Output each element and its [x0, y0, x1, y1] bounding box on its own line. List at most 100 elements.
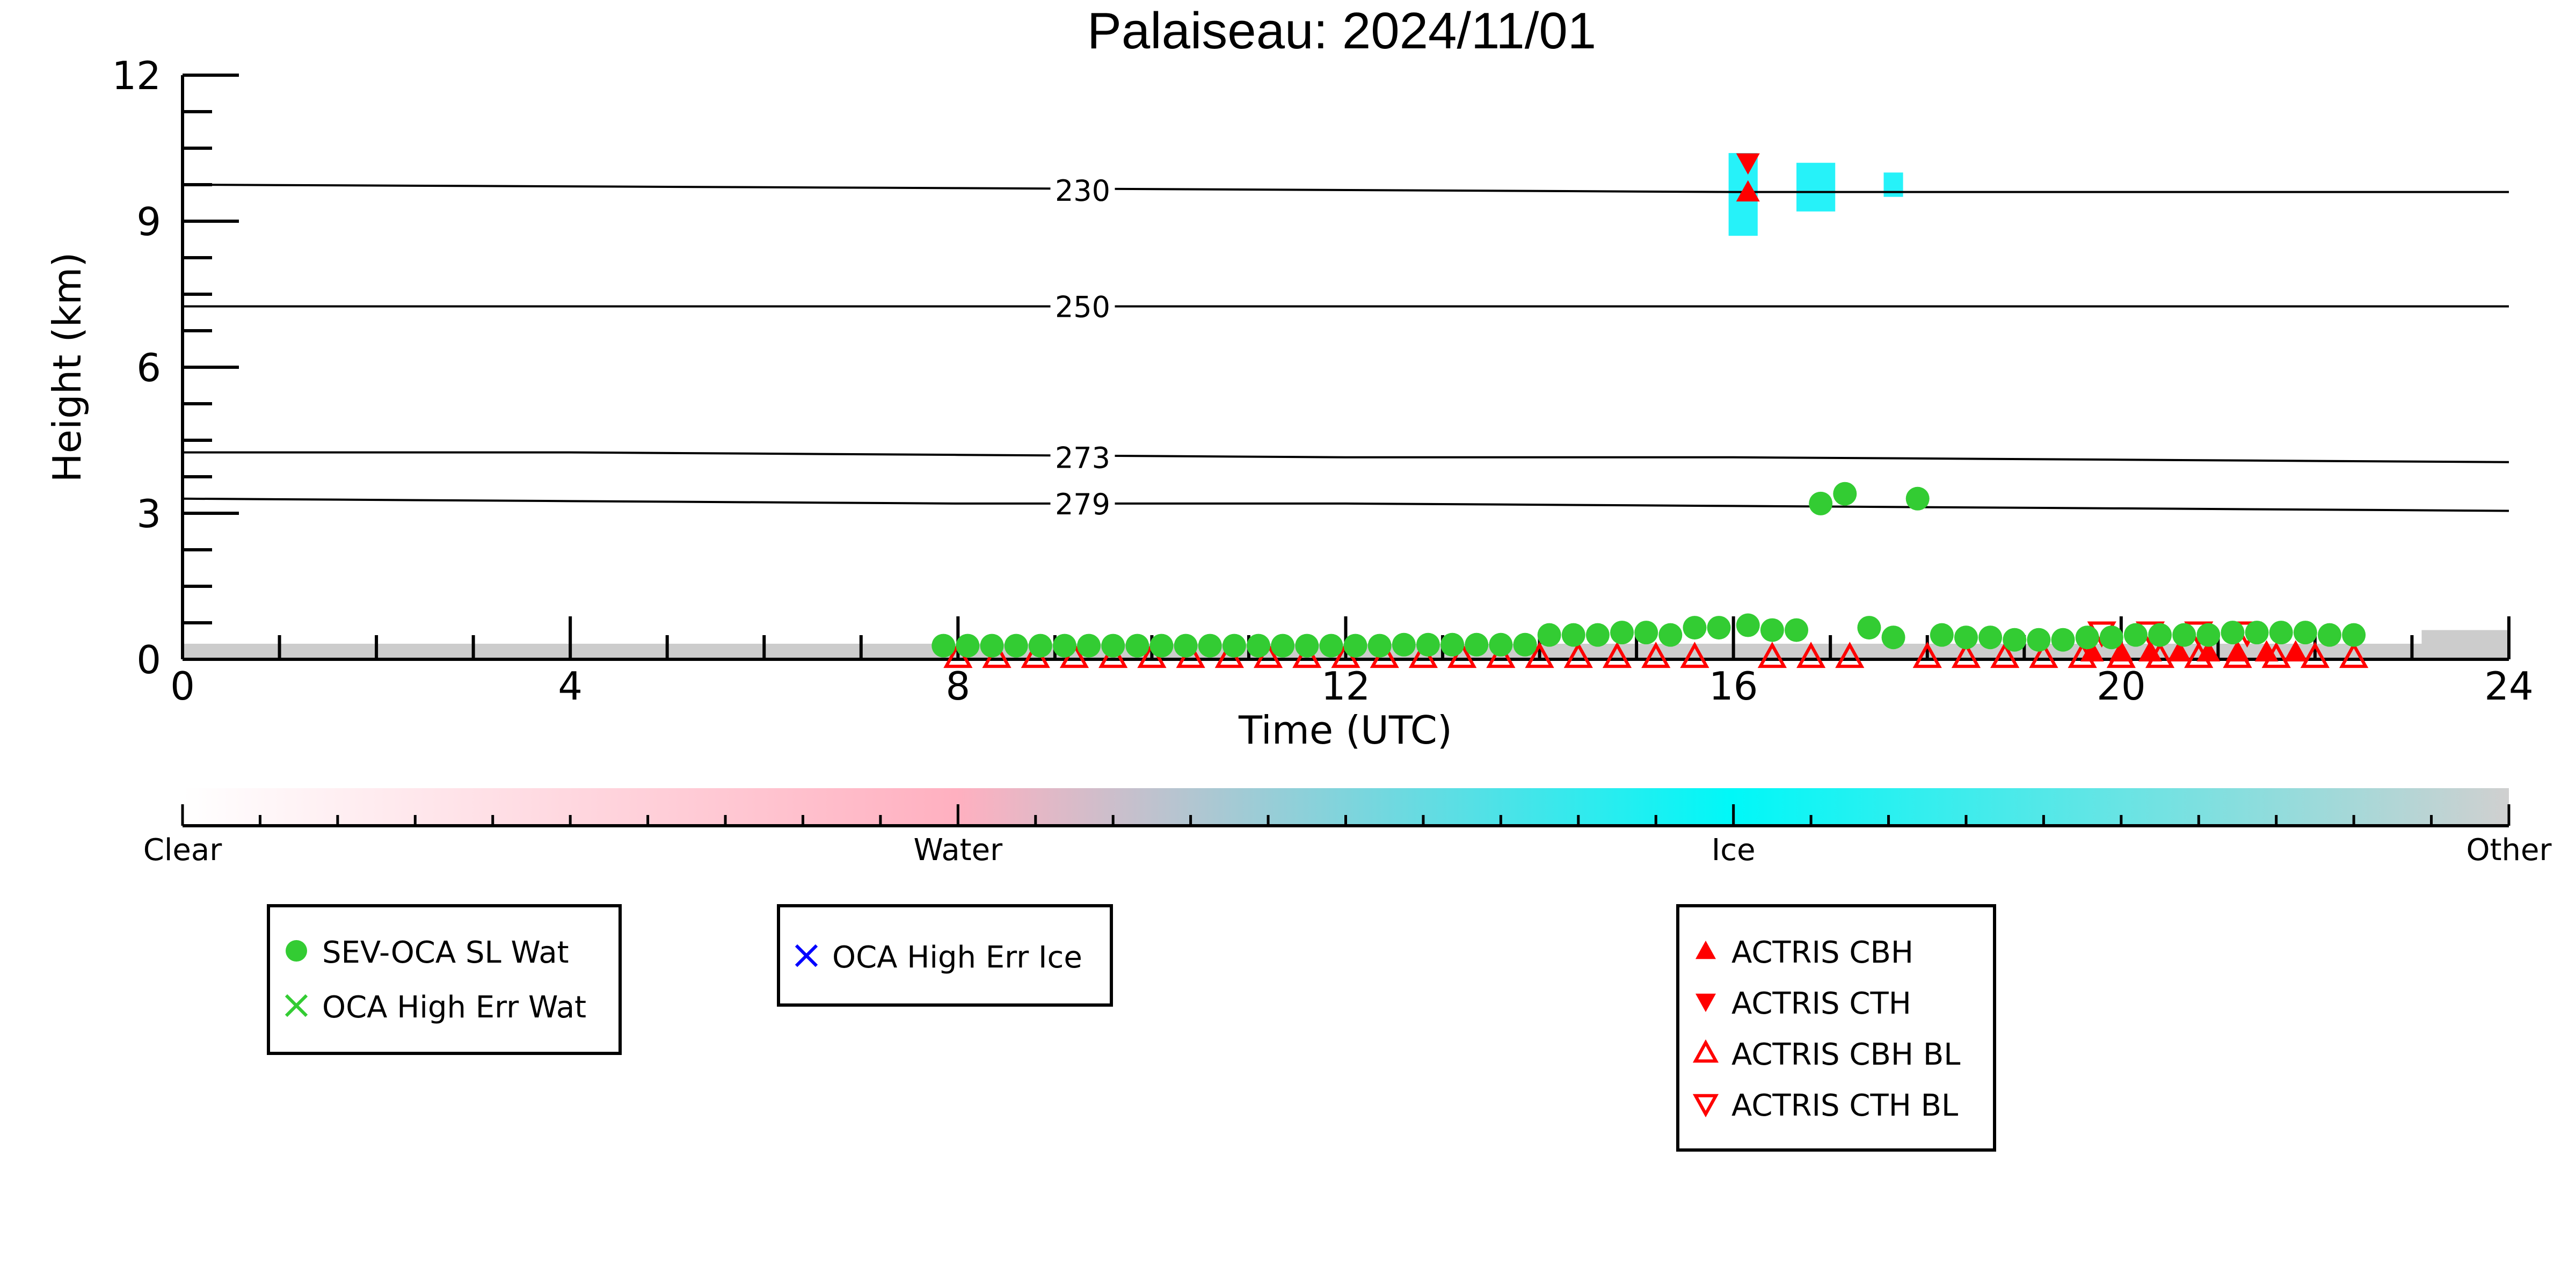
marker-sev-oca-sl-wat: [1736, 613, 1760, 637]
marker-sev-oca-sl-wat: [1416, 632, 1440, 657]
colorbar-label: Clear: [143, 833, 222, 868]
marker-actris-cbh: [1736, 180, 1760, 202]
legend-marker-oca-high-err-wat: [285, 994, 308, 1017]
marker-sev-oca-sl-wat: [2123, 623, 2148, 647]
marker-sev-oca-sl-wat: [1392, 632, 1416, 657]
x-tick-label: 0: [170, 664, 195, 709]
marker-sev-oca-sl-wat: [932, 634, 956, 658]
marker-actris-cbh: [2196, 640, 2221, 661]
marker-sev-oca-sl-wat: [2172, 623, 2196, 647]
marker-sev-oca-sl-wat: [1367, 634, 1392, 658]
x-tick-label: 20: [2097, 664, 2146, 709]
x-stroke: [285, 994, 308, 1017]
legend-marker-actris-cth-bl: [1692, 1094, 1719, 1118]
marker-actris-cbh-bl: [2300, 642, 2330, 668]
marker-sev-oca-sl-wat: [1658, 623, 1683, 647]
marker-sev-oca-sl-wat: [2099, 625, 2123, 650]
marker-sev-oca-sl-wat: [1028, 634, 1052, 658]
contour-line: [183, 451, 2509, 463]
legend-label: ACTRIS CBH BL: [1731, 1037, 1960, 1072]
marker-sev-oca-sl-wat: [2196, 623, 2221, 647]
marker-sev-oca-sl-wat: [1319, 634, 1343, 658]
marker-sev-oca-sl-wat: [1465, 632, 1489, 657]
ice-cloud-patch: [1883, 172, 1903, 197]
marker-sev-oca-sl-wat: [1809, 491, 1833, 515]
marker-sev-oca-sl-wat: [2027, 628, 2051, 652]
marker-actris-cbh-bl: [1835, 642, 1865, 668]
marker-sev-oca-sl-wat: [1222, 634, 1246, 658]
marker-actris-cbh: [2167, 640, 2192, 661]
marker-sev-oca-sl-wat: [1101, 634, 1125, 658]
x-tick-label: 12: [1321, 664, 1371, 709]
marker-sev-oca-sl-wat: [1785, 618, 1809, 642]
marker-sev-oca-sl-wat: [1561, 623, 1585, 647]
colorbar-ticks: Clear Water Ice Other: [143, 804, 2552, 868]
contour-line: [182, 184, 2509, 193]
marker-actris-cbh-bl: [1990, 642, 2020, 668]
x-axis-label: Time (UTC): [1238, 708, 1452, 753]
marker-sev-oca-sl-wat: [1440, 632, 1465, 657]
marker-sev-oca-sl-wat: [2003, 628, 2027, 652]
y-axis-label: Height (km): [45, 252, 90, 483]
phase-colorbar: Clear Water Ice Other: [143, 788, 2552, 868]
contour-label: 230: [1055, 174, 1110, 208]
marker-sev-oca-sl-wat: [1537, 623, 1561, 647]
marker-sev-oca-sl-wat: [1760, 618, 1784, 642]
marker-sev-oca-sl-wat: [1881, 625, 1905, 650]
marker-sev-oca-sl-wat: [1954, 625, 1978, 650]
x-tick-label: 24: [2484, 664, 2534, 709]
contour-label-bg: [1050, 290, 1115, 323]
marker-sev-oca-sl-wat: [1707, 616, 1731, 640]
legend-box: [777, 904, 1113, 1007]
colorbar-label: Other: [2466, 833, 2552, 868]
marker-sev-oca-sl-wat: [1978, 625, 2003, 650]
marker-sev-oca-sl-wat: [2221, 621, 2245, 645]
marker-sev-oca-sl-wat: [1077, 634, 1101, 658]
x-tick-label: 16: [1709, 664, 1758, 709]
marker-actris-cbh-bl: [1680, 642, 1709, 668]
temperature-contours: 230 250 273 279: [182, 173, 2509, 521]
axes: [181, 75, 2509, 661]
marker-actris-cbh: [2283, 640, 2308, 661]
contour-label-bg: [1050, 441, 1115, 474]
legend-label: OCA High Err Wat: [322, 990, 586, 1025]
y-tick-label: 0: [136, 637, 161, 682]
legend-label: ACTRIS CTH: [1731, 986, 1911, 1021]
marker-sev-oca-sl-wat: [1634, 621, 1658, 645]
legend-label: ACTRIS CTH BL: [1731, 1088, 1958, 1123]
x-tick-label: 8: [945, 664, 970, 709]
contour-label: 250: [1055, 290, 1110, 324]
chart-title: Palaiseau: 2024/11/01: [1087, 2, 1596, 60]
marker-actris-cbh: [2109, 640, 2133, 661]
legends: SEV-OCA SL Wat OCA High Err Wat OCA High E…: [267, 904, 1996, 1152]
marker-sev-oca-sl-wat: [1174, 634, 1198, 658]
marker-sev-oca-sl-wat: [1513, 632, 1537, 657]
marker-sev-oca-sl-wat: [1198, 634, 1222, 658]
marker-sev-oca-sl-wat: [1247, 634, 1271, 658]
marker-sev-oca-sl-wat: [1052, 634, 1076, 658]
marker-sev-oca-sl-wat: [956, 634, 980, 658]
legend-label: OCA High Err Ice: [832, 940, 1082, 975]
contour-label: 279: [1055, 487, 1110, 521]
marker-actris-cbh-bl: [2339, 642, 2369, 668]
legend-label: SEV-OCA SL Wat: [322, 935, 569, 970]
y-tick-label: 12: [112, 53, 161, 98]
marker-sev-oca-sl-wat: [1343, 634, 1367, 658]
marker-sev-oca-sl-wat: [1905, 486, 1930, 511]
legend-box: [1676, 904, 1996, 1152]
marker-actris-cbh-bl: [2029, 642, 2058, 668]
colorbar-label: Water: [914, 833, 1003, 868]
x-stroke: [795, 944, 818, 967]
marker-actris-cbh-bl: [1525, 642, 1554, 668]
marker-actris-cbh-bl: [1602, 642, 1632, 668]
legend-box: [267, 904, 622, 1055]
marker-actris-cbh-bl: [1796, 642, 1826, 668]
x-ticks: 0 4 8 12 16 20 24: [170, 616, 2534, 709]
y-tick-label: 9: [136, 199, 161, 244]
marker-sev-oca-sl-wat: [2245, 621, 2269, 645]
marker-sev-oca-sl-wat: [1683, 616, 1707, 640]
y-ticks: 0 3 6 9 12: [112, 53, 239, 682]
marker-sev-oca-sl-wat: [1610, 621, 1634, 645]
y-tick-label: 6: [136, 345, 161, 390]
legend-marker-actris-cbh-bl: [1692, 1039, 1719, 1063]
